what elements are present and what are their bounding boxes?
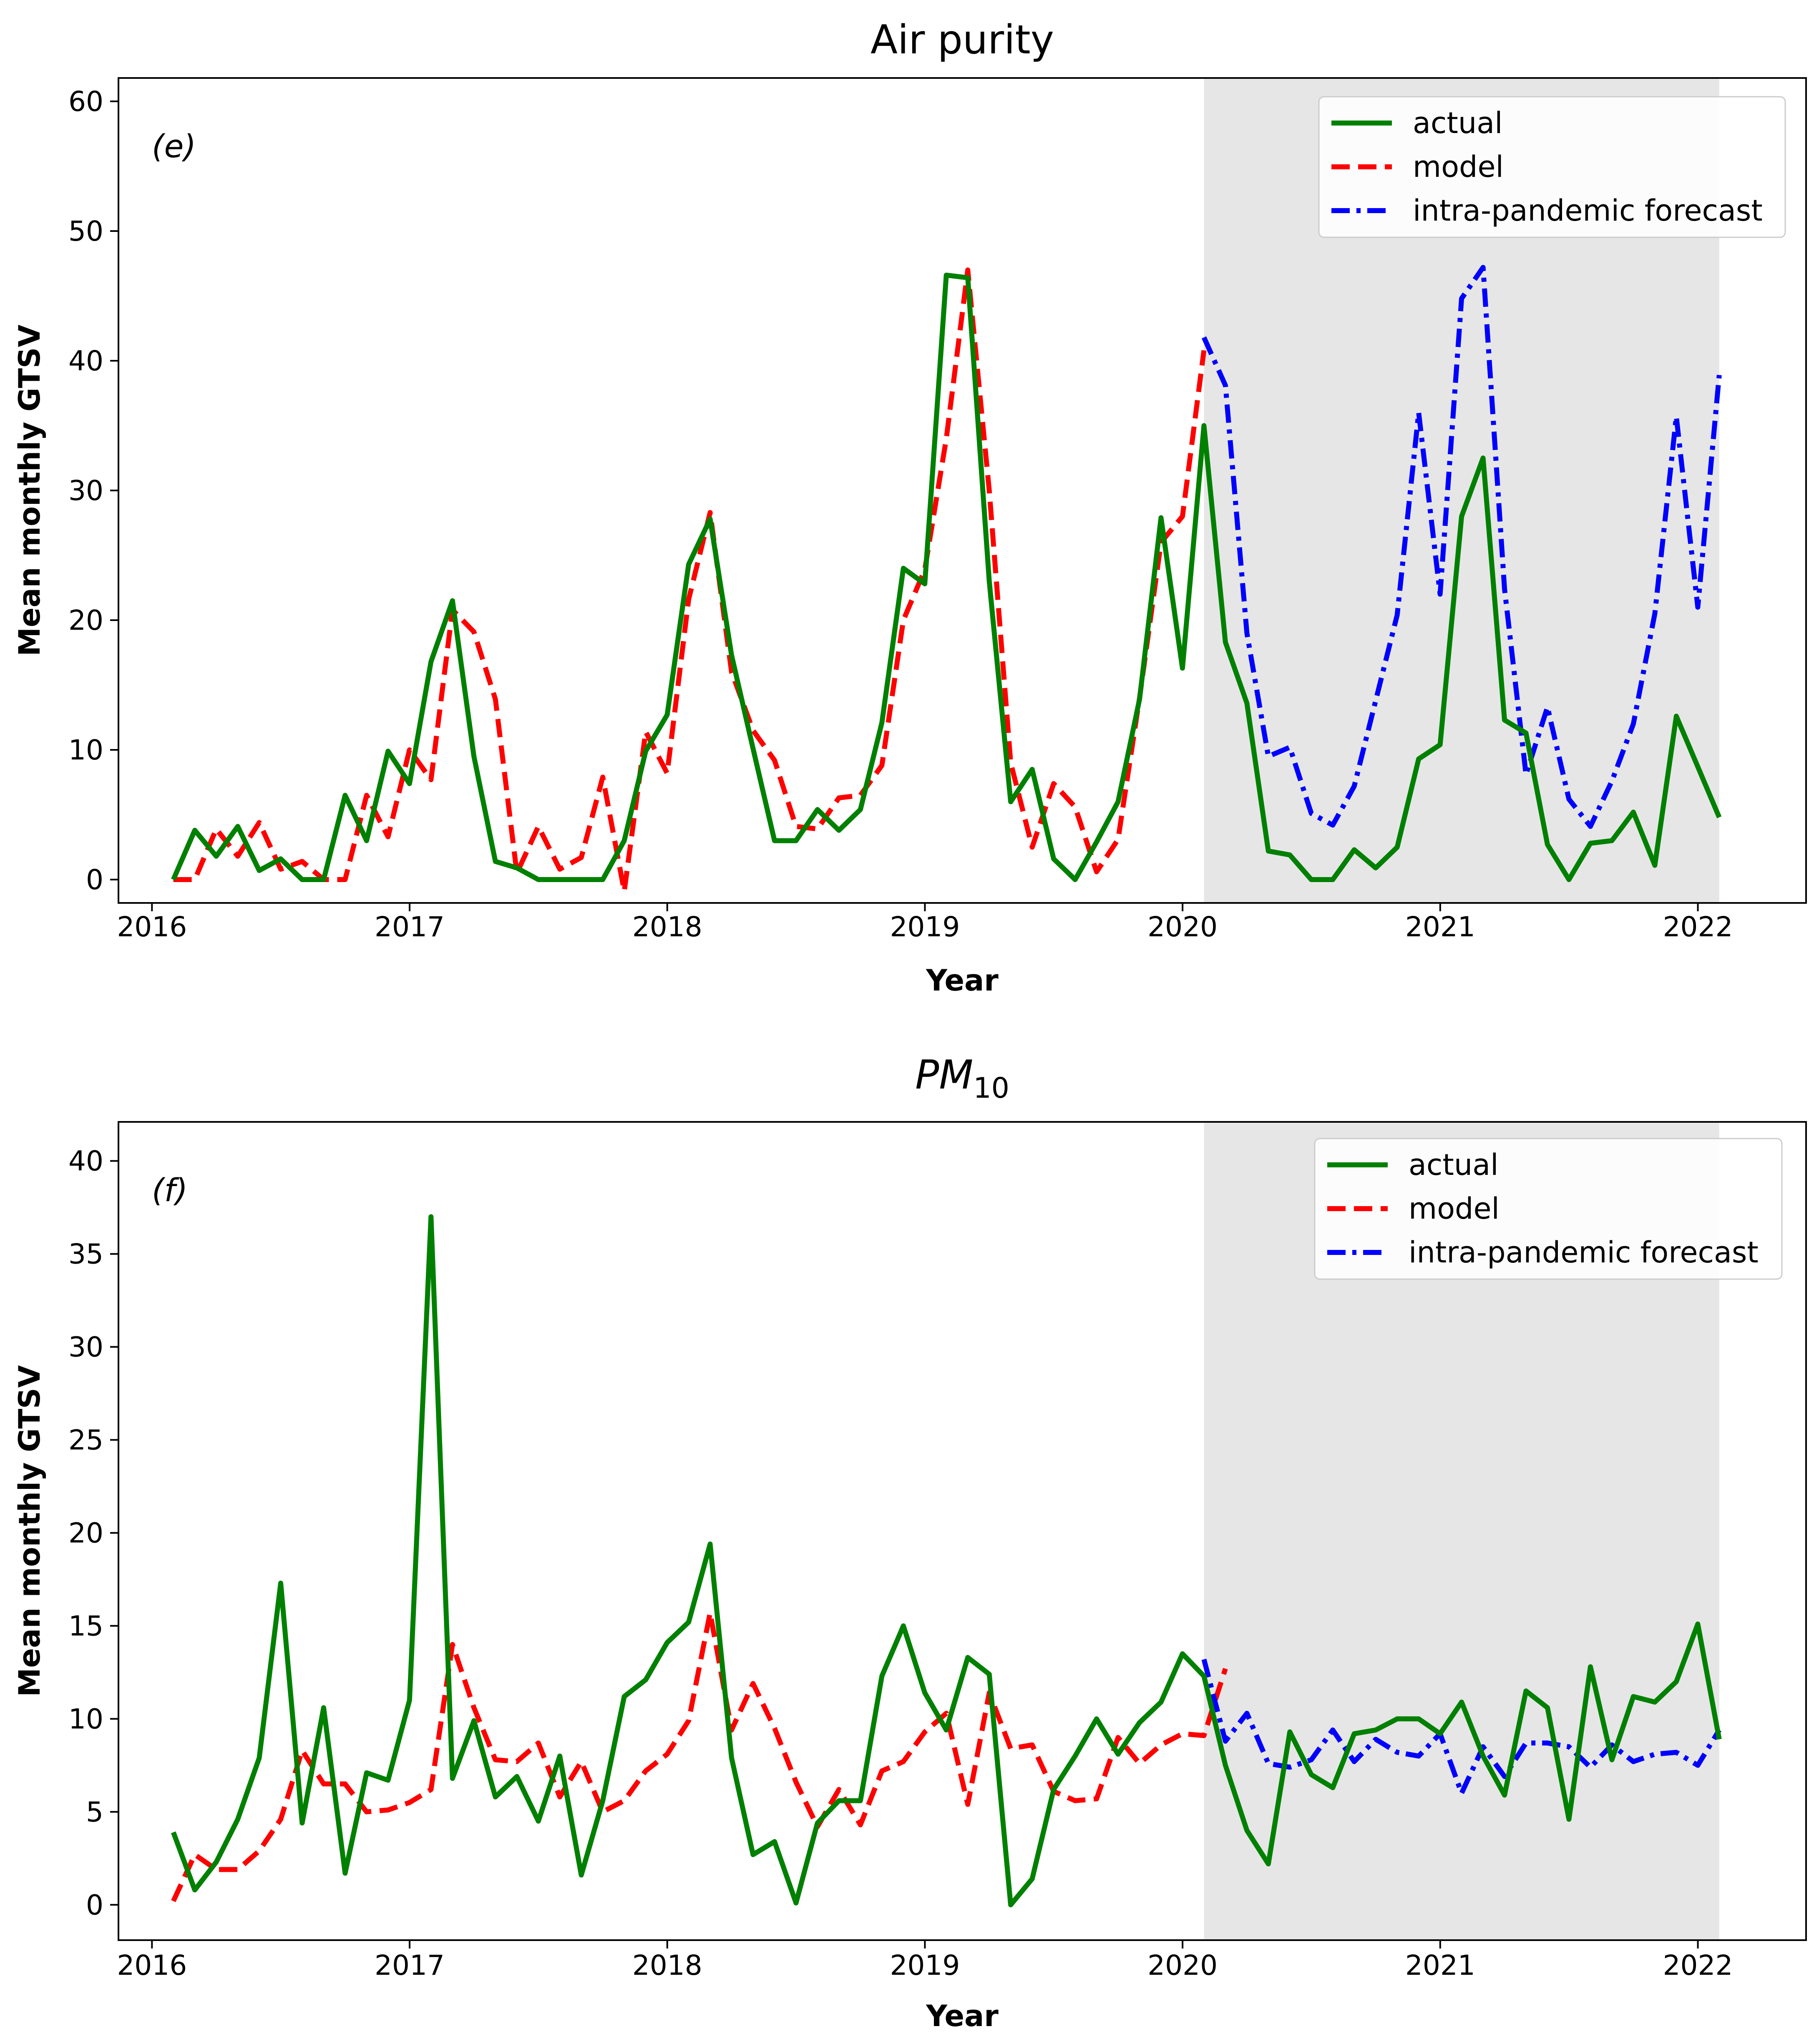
x-tick-label: 2016 [117,911,187,943]
chart-title: PM10 [915,1052,1009,1105]
x-tick-label: 2022 [1663,1949,1733,1981]
y-tick-label: 30 [68,475,103,507]
x-tick-label: 2020 [1147,1949,1218,1981]
panel-tag: (e) [152,128,196,165]
legend-label: intra-pandemic forecast [1409,1235,1759,1270]
legend-label: actual [1413,106,1503,140]
legend-label: actual [1409,1148,1499,1182]
legend-box [1314,1138,1783,1280]
plot-frame [118,77,1807,904]
y-tick-label: 20 [68,604,103,636]
x-tick-label: 2019 [890,1949,960,1981]
y-tick-label: 50 [68,215,103,247]
x-tick-label: 2018 [632,911,702,943]
y-tick-label: 40 [68,1145,103,1177]
chart-title-subscript: 10 [973,1072,1009,1105]
series-line-actual [171,1214,1722,1908]
x-tick-label: 2018 [632,1949,702,1981]
y-tick-label: 40 [68,345,103,377]
y-tick-label: 10 [68,1703,103,1735]
y-tick-label: 30 [68,1331,103,1363]
y-axis-label: Mean monthly GTSV [13,324,47,656]
panel-tag: (f) [152,1172,188,1209]
series-line-model [173,267,1207,894]
x-tick-label: 2016 [117,1949,187,1981]
x-tick-label: 2021 [1405,1949,1475,1981]
series-line-intra-pandemic-forecast [1201,265,1722,829]
y-tick-label: 15 [68,1610,103,1642]
x-tick-label: 2017 [375,911,445,943]
plot-frame [118,1121,1807,1941]
x-tick-label: 2017 [375,1949,445,1981]
series-line-model [171,1610,1228,1902]
series-line-intra-pandemic-forecast [1201,1659,1721,1796]
chart-title-main: PM [915,1052,973,1098]
legend-label: intra-pandemic forecast [1413,194,1763,228]
panel-air-purity: Air purity (e) 0 10 20 30 40 50 60 2016 2017 2018 20… [13,17,1807,998]
y-tick-label: 0 [86,1889,103,1921]
y-axis-label: Mean monthly GTSV [13,1365,47,1697]
y-tick-label: 10 [68,734,103,766]
chart-title: Air purity [871,17,1054,63]
y-tick-label: 60 [68,85,103,118]
legend-label: model [1413,150,1504,184]
y-tick-label: 0 [86,864,103,896]
legend-box [1318,96,1786,238]
x-tick-label: 2019 [890,911,960,943]
y-tick-label: 35 [68,1238,103,1270]
x-tick-label: 2021 [1405,911,1475,943]
y-tick-label: 5 [86,1796,103,1828]
x-axis-label: Year [926,963,999,998]
y-tick-label: 20 [68,1517,103,1549]
legend-label: model [1409,1192,1500,1226]
series-line-actual [171,272,1722,882]
x-tick-label: 2022 [1663,911,1733,943]
x-axis-label: Year [926,1999,999,2033]
y-tick-label: 25 [68,1424,103,1456]
x-tick-label: 2020 [1147,911,1218,943]
